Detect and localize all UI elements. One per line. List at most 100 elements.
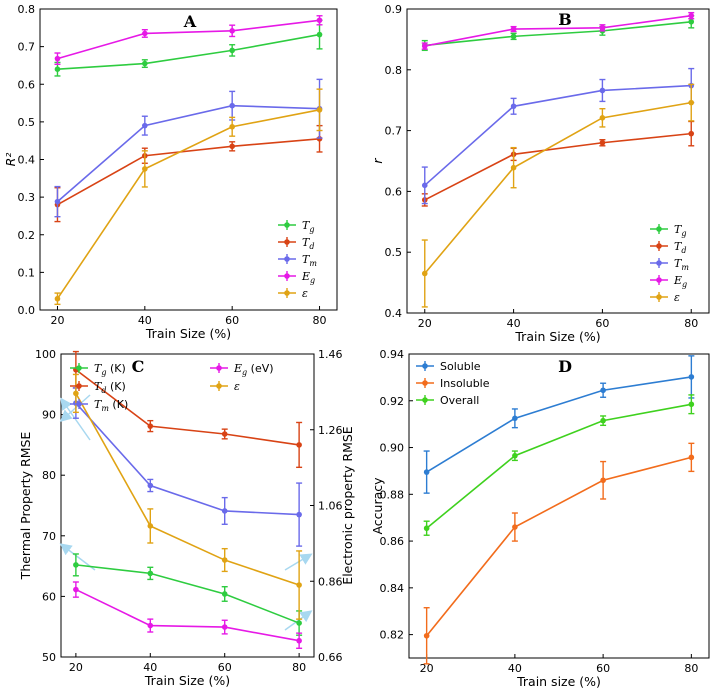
annotation-arrow [284, 553, 313, 571]
data-point [512, 452, 518, 459]
legend-label: Tg (K) [94, 362, 126, 377]
data-point [688, 374, 695, 380]
panel-A: 20 40 60 80 0.0 0.1 0.2 0.3 0.4 0.5 0.6 0.7 0.8 Train… [3, 3, 338, 341]
series-epsilon [421, 83, 695, 308]
legend-label-main: T [674, 240, 683, 253]
series-line [57, 33, 320, 70]
legend: Soluble Insoluble Overall [416, 360, 490, 407]
legend-label: Eg (eV) [233, 362, 274, 377]
data-point [423, 469, 430, 475]
legend-swatch-marker [76, 365, 82, 371]
data-point [147, 570, 154, 577]
data-point [599, 25, 606, 31]
data-point [510, 164, 517, 171]
y-right-axis-label: Electronic property RMSE [340, 426, 355, 584]
x-tick-label: 80 [684, 317, 698, 330]
legend-label-main: T [94, 380, 103, 393]
x-axis-label: Train size (%) [516, 674, 601, 689]
legend-swatch-marker [656, 243, 662, 249]
x-tick-label: 20 [69, 661, 83, 674]
data-point [229, 47, 235, 54]
data-point [316, 107, 323, 113]
series-line [424, 14, 692, 47]
legend-label-main: ε [302, 287, 308, 300]
x-tick-label: 80 [684, 662, 698, 675]
data-point [296, 637, 302, 644]
legend-label-subscript: g [101, 368, 106, 377]
legend-label-main: T [94, 398, 103, 411]
data-point [423, 525, 430, 532]
legend-label-main: E [673, 274, 682, 287]
y-tick-label: 100 [35, 348, 56, 361]
y-tick-label: 0.82 [380, 629, 405, 642]
legend-label-main: T [302, 236, 311, 249]
x-axis-label: Train Size (%) [514, 329, 600, 344]
legend-label: Tg [674, 223, 686, 238]
legend-label-subscript: g [242, 368, 247, 377]
legend-swatch-marker [422, 363, 428, 369]
legend-label-main: T [674, 257, 683, 270]
data-point [229, 123, 235, 130]
data-point [221, 508, 228, 514]
legend-label-subscript: g [682, 280, 687, 289]
series-Tg [54, 19, 323, 77]
y-tick-label: 90 [42, 409, 56, 422]
data-point [688, 99, 695, 106]
data-point [229, 143, 235, 150]
y-tick-label: 0.8 [18, 3, 36, 16]
y-tick-label: 0.2 [18, 229, 36, 242]
legend-label-main: T [302, 253, 311, 266]
data-point [221, 624, 228, 630]
legend-label-unit: (K) [106, 380, 125, 393]
y-tick-label: 80 [42, 469, 56, 482]
y-axis-label: Thermal Property RMSE [18, 432, 33, 581]
x-tick-label: 60 [225, 314, 239, 327]
series-line [75, 564, 300, 624]
data-point [423, 632, 430, 639]
legend-label: Td [674, 240, 686, 255]
legend-label: Tm (K) [94, 398, 128, 413]
series-line [56, 109, 320, 300]
x-tick-label: 60 [596, 662, 610, 675]
data-point [510, 26, 517, 32]
y-tick-label: 50 [42, 651, 56, 664]
series-Tm [54, 78, 323, 218]
plot-frame [406, 8, 710, 314]
series-Overall [423, 394, 695, 536]
legend-label: ε [302, 287, 308, 300]
y-tick-label: 0.4 [18, 154, 36, 167]
y-tick-label: 0.94 [380, 348, 405, 361]
data-point [147, 523, 154, 529]
series-Insoluble [423, 442, 695, 665]
data-point [421, 43, 428, 49]
series-line [75, 402, 300, 516]
data-point [296, 442, 302, 448]
panel-D: 20 40 60 80 0.82 0.84 0.86 0.88 0.90 0.92 0.94 Trai… [370, 348, 710, 689]
data-point [147, 622, 154, 629]
y-right-tick-label: 0.66 [318, 651, 343, 664]
series-Eg [421, 11, 695, 50]
data-point [316, 31, 323, 38]
y-tick-label: 0.4 [385, 307, 403, 320]
series-Soluble [423, 355, 695, 494]
series-Td [421, 120, 695, 207]
y-right-tick-label: 0.86 [318, 575, 343, 588]
legend-label-subscript: m [309, 259, 317, 268]
data-point [599, 87, 606, 94]
series-line [424, 20, 692, 47]
series-Tm [72, 387, 303, 547]
plot-frame [39, 8, 338, 311]
series-line [75, 588, 300, 642]
y-tick-label: 60 [42, 590, 56, 603]
series-Eg [72, 581, 303, 649]
legend-label-unit: (K) [109, 398, 128, 411]
legend-swatch-marker [216, 365, 222, 371]
legend-label-unit: (eV) [247, 362, 273, 375]
series-line [75, 369, 300, 446]
x-axis-label: Train Size (%) [145, 326, 231, 341]
panel-B: 20 40 60 80 0.4 0.5 0.6 0.7 0.8 0.9 Train Size (%)… [370, 3, 710, 344]
data-point [421, 182, 428, 189]
series-line [57, 138, 320, 206]
x-tick-label: 60 [218, 661, 232, 674]
